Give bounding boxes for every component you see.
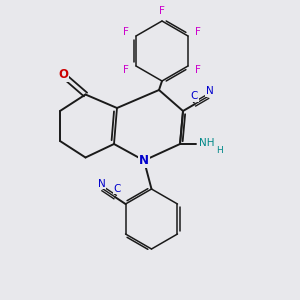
- Text: F: F: [195, 64, 200, 75]
- Text: N: N: [139, 154, 149, 167]
- Text: C: C: [190, 91, 198, 101]
- Text: C: C: [114, 184, 121, 194]
- Text: F: F: [195, 27, 200, 38]
- Text: O: O: [58, 68, 68, 82]
- Text: NH: NH: [199, 137, 214, 148]
- Text: N: N: [206, 86, 214, 96]
- Text: H: H: [217, 146, 223, 155]
- Text: F: F: [124, 64, 129, 75]
- Text: N: N: [98, 178, 105, 189]
- Text: F: F: [159, 6, 165, 16]
- Text: F: F: [124, 27, 129, 38]
